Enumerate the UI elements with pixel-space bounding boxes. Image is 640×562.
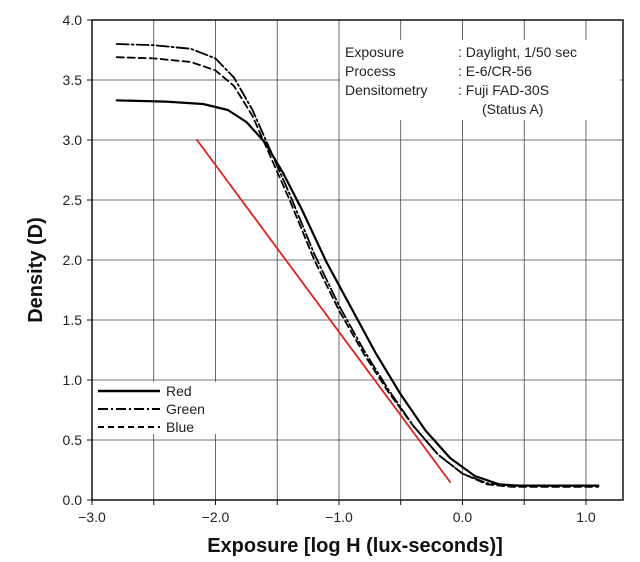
y-tick-label: 0.0 [63,492,83,508]
y-axis-title: Density (D) [25,217,47,323]
x-tick-label: −2.0 [202,509,230,525]
legend: Red Green Blue [94,382,224,435]
y-tick-label: 3.5 [63,72,83,88]
note-exposure-value: : Daylight, 1/50 sec [458,44,577,60]
note-process-value: : E-6/CR-56 [458,63,532,79]
tick-labels: −3.0 −2.0 −1.0 0.0 1.0 0.0 0.5 1.0 1.5 2.0 2.5 3.0 3… [63,12,596,525]
x-tick-label: 0.0 [453,509,473,525]
note-exposure-label: Exposure [345,44,404,60]
conditions-note-background [340,40,620,120]
x-tick-label: −1.0 [325,509,353,525]
series-blue-line [115,56,600,488]
x-tick-label: −3.0 [78,509,106,525]
x-tick-label: 1.0 [576,509,596,525]
conditions-note: Exposure : Daylight, 1/50 sec Process : … [340,40,620,120]
note-densitometry-value: : Fuji FAD-30S [458,82,549,98]
legend-red-label: Red [166,383,192,399]
y-tick-label: 3.0 [63,132,83,148]
series-red-line [115,99,600,487]
legend-green-label: Green [166,401,205,417]
y-tick-label: 2.0 [63,252,83,268]
y-tick-label: 1.0 [63,372,83,388]
note-densitometry-label: Densitometry [345,82,427,98]
note-process-label: Process [345,63,396,79]
series-group [115,43,600,488]
y-tick-label: 2.5 [63,192,83,208]
y-tick-label: 1.5 [63,312,83,328]
note-status-value: (Status A) [482,101,543,117]
red-tangent-line [196,139,452,483]
series-green-line [115,43,600,487]
y-tick-label: 4.0 [63,12,83,28]
legend-blue-label: Blue [166,419,194,435]
y-tick-label: 0.5 [63,432,83,448]
x-axis-title: Exposure [log H (lux-seconds)] [207,535,503,557]
